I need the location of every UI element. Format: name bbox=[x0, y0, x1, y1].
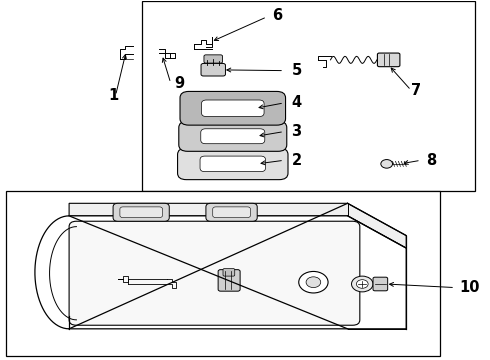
Circle shape bbox=[299, 271, 328, 293]
Bar bbox=[143, 1, 475, 191]
Circle shape bbox=[306, 277, 321, 288]
Text: 5: 5 bbox=[292, 63, 302, 78]
Text: 10: 10 bbox=[459, 280, 480, 295]
FancyBboxPatch shape bbox=[223, 269, 235, 276]
Circle shape bbox=[356, 280, 368, 288]
Circle shape bbox=[381, 159, 392, 168]
Text: 1: 1 bbox=[108, 88, 119, 103]
FancyBboxPatch shape bbox=[204, 55, 222, 63]
FancyBboxPatch shape bbox=[377, 53, 400, 67]
FancyBboxPatch shape bbox=[213, 207, 250, 218]
Text: 6: 6 bbox=[272, 8, 282, 23]
FancyBboxPatch shape bbox=[113, 203, 169, 221]
FancyBboxPatch shape bbox=[218, 270, 240, 291]
FancyBboxPatch shape bbox=[373, 277, 388, 291]
FancyBboxPatch shape bbox=[180, 91, 286, 125]
Text: 3: 3 bbox=[292, 124, 301, 139]
Text: 9: 9 bbox=[174, 76, 184, 91]
Text: 8: 8 bbox=[426, 153, 436, 168]
FancyBboxPatch shape bbox=[201, 129, 265, 144]
FancyBboxPatch shape bbox=[201, 63, 225, 76]
Polygon shape bbox=[69, 216, 406, 329]
FancyBboxPatch shape bbox=[200, 156, 266, 172]
FancyBboxPatch shape bbox=[179, 121, 287, 151]
FancyBboxPatch shape bbox=[177, 148, 288, 180]
Circle shape bbox=[351, 276, 373, 292]
FancyBboxPatch shape bbox=[69, 221, 360, 325]
FancyBboxPatch shape bbox=[120, 207, 162, 218]
Bar bbox=[5, 191, 441, 356]
FancyBboxPatch shape bbox=[206, 203, 257, 221]
Polygon shape bbox=[69, 203, 406, 248]
Text: 7: 7 bbox=[411, 83, 421, 98]
FancyBboxPatch shape bbox=[201, 100, 264, 117]
Text: 4: 4 bbox=[292, 95, 301, 111]
Text: 2: 2 bbox=[292, 153, 301, 168]
